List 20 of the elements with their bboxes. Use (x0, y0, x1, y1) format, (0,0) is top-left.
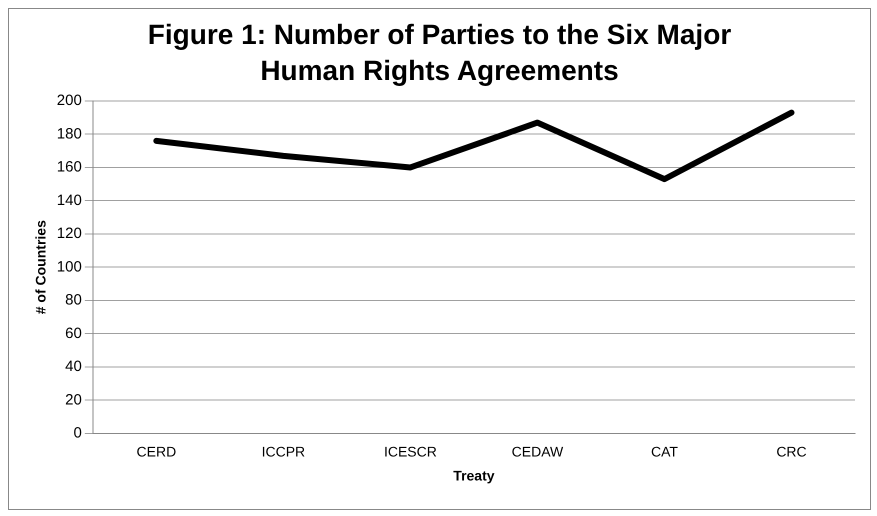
x-tick-label: CERD (136, 444, 176, 460)
y-axis-title: # of Countries (32, 220, 48, 314)
y-tick-label: 120 (56, 225, 82, 242)
x-tick-label: CRC (776, 444, 807, 460)
x-tick-label: ICESCR (384, 444, 437, 460)
y-tick-label: 140 (56, 192, 82, 209)
chart-title: Figure 1: Number of Parties to the Six Major Human Rights Agreements (146, 18, 732, 88)
x-axis-title: Treaty (453, 467, 495, 484)
y-tick-label: 40 (65, 358, 82, 376)
y-tick-label: 80 (65, 292, 82, 309)
y-tick-label: 160 (56, 158, 82, 176)
y-tick-label: 20 (65, 391, 82, 408)
y-tick-label: 100 (56, 258, 82, 276)
y-tick-label: 60 (65, 324, 82, 342)
x-tick-label: CAT (650, 444, 678, 460)
y-tick-label: 200 (56, 92, 82, 110)
x-tick-label: ICCPR (262, 444, 306, 460)
x-tick-label: CEDAW (512, 444, 564, 460)
y-tick-label: 180 (56, 125, 82, 142)
y-tick-label: 0 (73, 424, 82, 442)
